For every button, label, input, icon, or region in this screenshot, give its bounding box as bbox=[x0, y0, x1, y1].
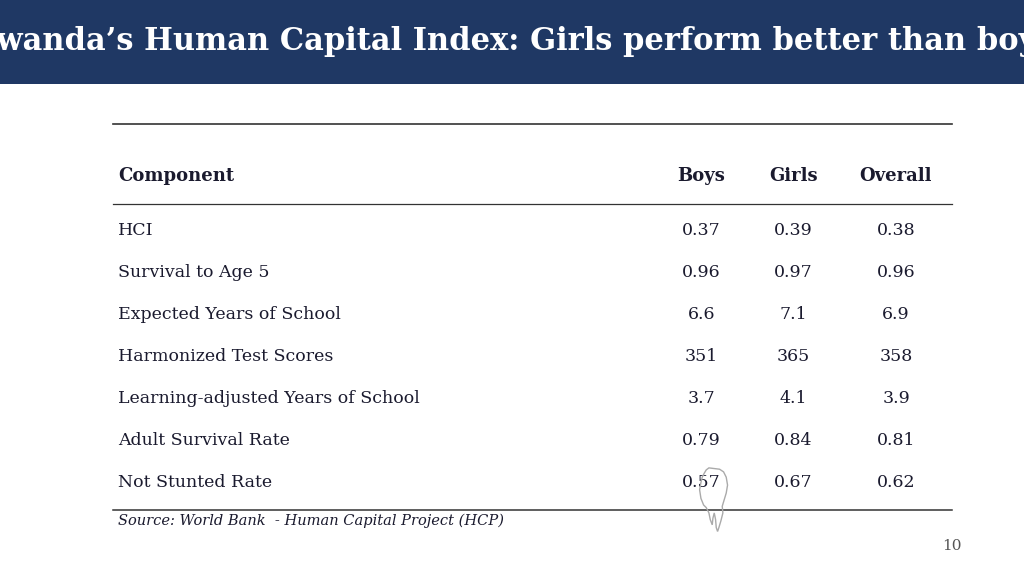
Text: 0.37: 0.37 bbox=[682, 222, 721, 239]
Text: Girls: Girls bbox=[769, 166, 818, 185]
Text: 6.6: 6.6 bbox=[688, 306, 715, 323]
Text: Adult Survival Rate: Adult Survival Rate bbox=[118, 432, 290, 449]
Text: 0.79: 0.79 bbox=[682, 432, 721, 449]
Text: Expected Years of School: Expected Years of School bbox=[118, 306, 341, 323]
Text: Harmonized Test Scores: Harmonized Test Scores bbox=[118, 348, 333, 365]
Text: 351: 351 bbox=[685, 348, 718, 365]
Text: Not Stunted Rate: Not Stunted Rate bbox=[118, 474, 272, 491]
Text: Survival to Age 5: Survival to Age 5 bbox=[118, 264, 269, 281]
Text: 0.84: 0.84 bbox=[774, 432, 813, 449]
Text: 4.1: 4.1 bbox=[780, 390, 807, 407]
Text: 3.7: 3.7 bbox=[687, 390, 716, 407]
Text: 0.57: 0.57 bbox=[682, 474, 721, 491]
Text: 0.81: 0.81 bbox=[877, 432, 915, 449]
Text: 358: 358 bbox=[880, 348, 912, 365]
Text: Rwanda’s Human Capital Index: Girls perform better than boys: Rwanda’s Human Capital Index: Girls perf… bbox=[0, 26, 1024, 57]
Text: 0.67: 0.67 bbox=[774, 474, 813, 491]
Text: 10: 10 bbox=[942, 539, 963, 553]
Text: HCI: HCI bbox=[118, 222, 154, 239]
Text: Source: World Bank  - Human Capital Project (HCP): Source: World Bank - Human Capital Proje… bbox=[118, 514, 504, 528]
Text: Learning-adjusted Years of School: Learning-adjusted Years of School bbox=[118, 390, 420, 407]
Text: 0.96: 0.96 bbox=[877, 264, 915, 281]
Text: 0.38: 0.38 bbox=[877, 222, 915, 239]
Text: 0.96: 0.96 bbox=[682, 264, 721, 281]
Text: Component: Component bbox=[118, 166, 233, 185]
Text: 365: 365 bbox=[777, 348, 810, 365]
Text: 3.9: 3.9 bbox=[882, 390, 910, 407]
Text: 0.97: 0.97 bbox=[774, 264, 813, 281]
Text: Boys: Boys bbox=[678, 166, 725, 185]
Text: 7.1: 7.1 bbox=[780, 306, 807, 323]
Text: 6.9: 6.9 bbox=[883, 306, 909, 323]
Text: 0.39: 0.39 bbox=[774, 222, 813, 239]
Text: 0.62: 0.62 bbox=[877, 474, 915, 491]
Text: Overall: Overall bbox=[860, 166, 932, 185]
